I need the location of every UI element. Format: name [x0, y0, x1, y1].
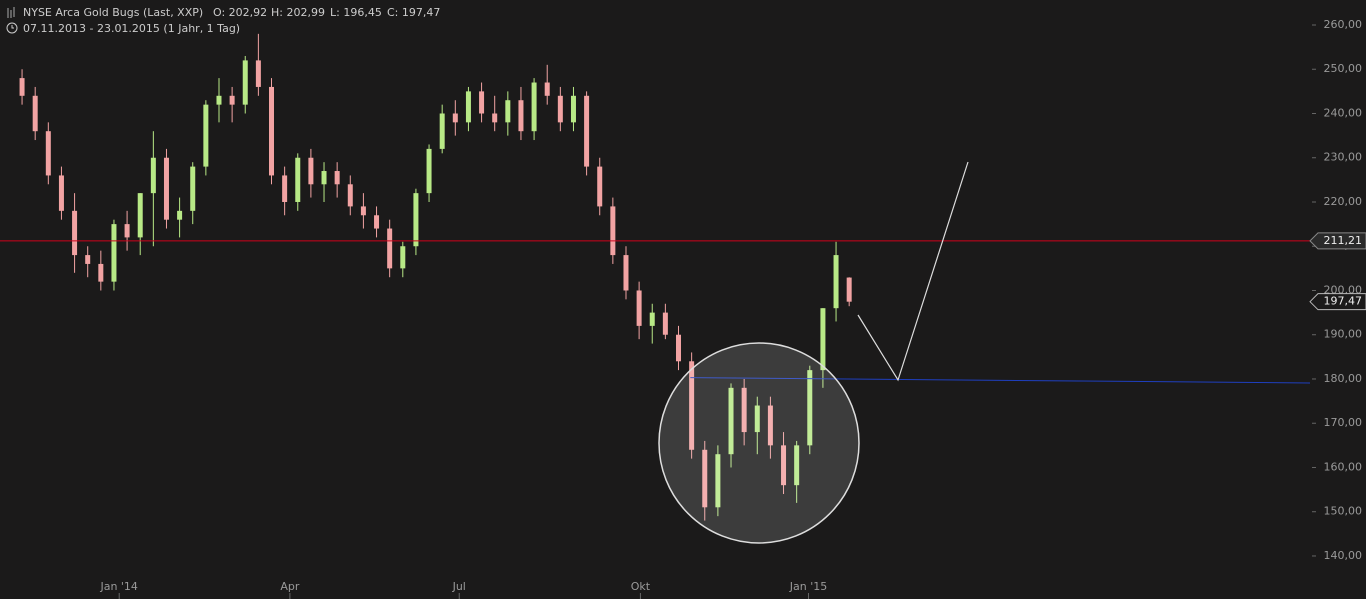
candle-body [282, 175, 288, 202]
support-line [690, 377, 1311, 384]
price-tag-label: 211,21 [1324, 234, 1363, 247]
candle-body [242, 60, 248, 105]
price-tag [1309, 232, 1366, 250]
y-tick-label: 220,00 [1324, 195, 1363, 208]
candle-body [820, 308, 826, 371]
candle-body [636, 290, 642, 326]
candle-body [347, 184, 353, 207]
candle-body [321, 171, 327, 185]
candle-body [216, 95, 222, 105]
candle-body [570, 95, 576, 123]
candle-body [58, 175, 64, 211]
candle-body [649, 312, 655, 326]
candle-body [360, 206, 366, 216]
candle-body [479, 91, 485, 114]
candle-body [374, 215, 380, 229]
candle-body [72, 210, 78, 256]
candle-body [400, 246, 406, 269]
y-tick-label: 240,00 [1324, 106, 1363, 119]
y-tick-label: 160,00 [1324, 460, 1363, 473]
candle-body [269, 86, 275, 176]
candle-body [728, 387, 734, 455]
x-tick-label: Okt [631, 580, 651, 593]
candle-body [85, 255, 91, 264]
candle-body [794, 445, 800, 486]
candle-body [426, 148, 432, 194]
candle-body [505, 100, 511, 123]
header-stat: C: 197,47 [387, 6, 440, 19]
candle-body [334, 171, 340, 185]
candle-body [584, 95, 590, 167]
candle-body [150, 157, 156, 194]
y-tick-label: 230,00 [1324, 151, 1363, 164]
candle-body [676, 334, 682, 362]
candle-body [465, 91, 471, 123]
candle-body [781, 445, 787, 486]
candle-body [124, 224, 130, 238]
candle-body [32, 95, 38, 132]
candle-body [689, 361, 695, 450]
highlight-circle [658, 342, 860, 544]
last-price-tag [1309, 293, 1366, 311]
candle-body [702, 449, 708, 508]
last-price-label: 197,47 [1324, 295, 1363, 308]
header-icon [7, 7, 15, 18]
candle-body [623, 255, 629, 291]
candle-body [544, 82, 550, 96]
candle-body [137, 193, 143, 238]
chart-title: NYSE Arca Gold Bugs (Last, XXP) [23, 6, 203, 19]
y-tick-label: 190,00 [1324, 328, 1363, 341]
y-tick-label: 140,00 [1324, 549, 1363, 562]
x-tick-label: Apr [280, 580, 300, 593]
candle-body [308, 157, 314, 185]
y-tick-label: 250,00 [1324, 62, 1363, 75]
header-stat: L: 196,45 [330, 6, 382, 19]
candle-body [111, 224, 117, 282]
candle-body [98, 263, 104, 282]
candle-body [452, 113, 458, 123]
candle-body [413, 193, 419, 247]
candle-body [531, 82, 537, 132]
candle-body [754, 405, 760, 433]
x-tick-label: Jul [452, 580, 466, 593]
projection-arrow [857, 161, 969, 382]
candle-body [767, 405, 773, 446]
y-tick-label: 150,00 [1324, 505, 1363, 518]
y-tick-label: 180,00 [1324, 372, 1363, 385]
candle-body [295, 157, 301, 202]
candle-body [163, 157, 169, 220]
candle-body [610, 206, 616, 256]
clock-icon [6, 22, 18, 34]
candle-body [597, 166, 603, 207]
candle-body [741, 387, 747, 433]
candle-body [492, 113, 498, 123]
candle-body [439, 113, 445, 149]
candle-body [662, 312, 668, 335]
clock-hand [11, 25, 14, 29]
header-stat: O: 202,92 [213, 6, 267, 19]
candle-body [203, 104, 209, 167]
candle-body [807, 370, 813, 446]
chart-subtitle: 07.11.2013 - 23.01.2015 (1 Jahr, 1 Tag) [23, 22, 240, 35]
candle-body [715, 454, 721, 508]
x-tick-label: Jan '15 [789, 580, 827, 593]
candle-body [177, 210, 183, 220]
candle-body [45, 131, 51, 176]
candle-body [518, 100, 524, 132]
candle-body [387, 228, 393, 269]
candle-body [255, 60, 261, 87]
y-tick-label: 170,00 [1324, 416, 1363, 429]
x-tick-label: Jan '14 [99, 580, 137, 593]
candle-body [190, 166, 196, 211]
candle-body [833, 255, 839, 309]
candle-body [557, 95, 563, 123]
y-tick-label: 260,00 [1324, 18, 1363, 31]
candle-body [229, 95, 235, 105]
candle-body [19, 78, 25, 96]
candle-body [846, 277, 852, 302]
header-stat: H: 202,99 [271, 6, 325, 19]
